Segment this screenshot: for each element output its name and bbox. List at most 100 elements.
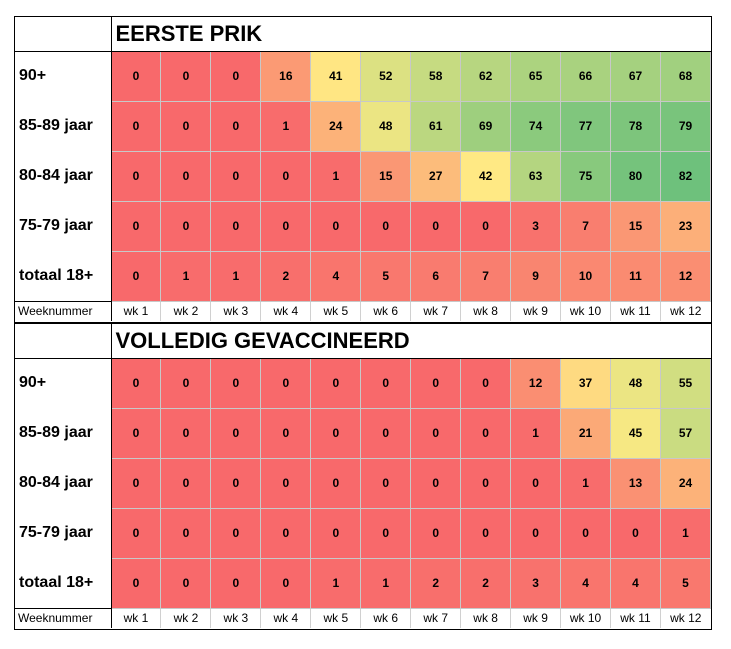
heatmap-cell: 37 xyxy=(560,357,612,409)
heatmap-cell: 12 xyxy=(659,250,712,302)
heatmap-cell: 0 xyxy=(360,407,412,459)
corner-cell xyxy=(15,324,112,359)
heatmap-cell: 0 xyxy=(260,150,312,202)
heatmap-cell: 1 xyxy=(360,557,412,609)
heatmap-cell: 1 xyxy=(160,250,212,302)
x-axis-label: Weeknummer xyxy=(15,300,112,321)
heatmap-cell: 23 xyxy=(659,200,712,252)
title-row: VOLLEDIG GEVACCINEERD xyxy=(15,324,711,359)
heatmap-cell: 0 xyxy=(310,357,362,409)
heatmap-volledig-gevaccineerd: VOLLEDIG GEVACCINEERD 90+ 0 0 0 0 0 0 0 0 12 37 48 55… xyxy=(14,323,712,630)
week-tick-label: wk 12 xyxy=(659,607,711,628)
chart-title: VOLLEDIG GEVACCINEERD xyxy=(111,324,711,359)
heatmap-row: 75-79 jaar 0 0 0 0 0 0 0 0 0 0 0 1 xyxy=(15,507,712,559)
title-row: EERSTE PRIK xyxy=(15,17,711,52)
heatmap-cell: 1 xyxy=(510,407,562,459)
heatmap-cell: 67 xyxy=(610,50,661,102)
heatmap-cell: 12 xyxy=(510,357,562,409)
heatmap-cell: 1 xyxy=(310,150,362,202)
heatmap-cell: 0 xyxy=(260,557,312,609)
heatmap-cell: 0 xyxy=(360,507,412,559)
heatmap-cell: 0 xyxy=(460,457,512,509)
heatmap-cell: 0 xyxy=(110,557,162,609)
chart-title: EERSTE PRIK xyxy=(111,17,711,52)
week-tick-label: wk 10 xyxy=(560,300,611,321)
heatmap-cell: 11 xyxy=(610,250,661,302)
heatmap-eerste-prik: EERSTE PRIK 90+ 0 0 0 16 41 52 58 62 65 66 67 68 85-89… xyxy=(14,16,712,323)
row-label: 80-84 jaar xyxy=(15,151,112,201)
heatmap-cell: 0 xyxy=(160,407,212,459)
heatmap-cell: 1 xyxy=(210,250,262,302)
heatmap-cell: 9 xyxy=(510,250,562,302)
heatmap-cell: 4 xyxy=(560,557,612,609)
heatmap-cell: 65 xyxy=(510,50,562,102)
heatmap-cell: 45 xyxy=(610,407,661,459)
heatmap-cell: 16 xyxy=(260,50,312,102)
heatmap-cell: 1 xyxy=(260,100,312,152)
heatmap-cell: 0 xyxy=(410,200,462,252)
heatmap-cell: 0 xyxy=(210,457,262,509)
corner-cell xyxy=(15,17,112,52)
heatmap-cell: 0 xyxy=(160,100,212,152)
week-tick-label: wk 2 xyxy=(160,607,211,628)
heatmap-cell: 15 xyxy=(610,200,661,252)
heatmap-cell: 0 xyxy=(110,200,162,252)
heatmap-cell: 1 xyxy=(560,457,612,509)
week-tick-label: wk 11 xyxy=(610,607,661,628)
heatmap-cell: 21 xyxy=(560,407,612,459)
heatmap-cell: 0 xyxy=(210,557,262,609)
heatmap-cell: 41 xyxy=(310,50,362,102)
heatmap-cell: 0 xyxy=(310,457,362,509)
heatmap-row: 80-84 jaar 0 0 0 0 0 0 0 0 0 1 13 24 xyxy=(15,457,712,509)
week-tick-label: wk 8 xyxy=(460,607,511,628)
week-tick-label: wk 9 xyxy=(510,300,561,321)
heatmap-cell: 77 xyxy=(560,100,612,152)
heatmap-cell: 66 xyxy=(560,50,612,102)
heatmap-cell: 4 xyxy=(610,557,661,609)
heatmap-cell: 0 xyxy=(210,50,262,102)
heatmap-cell: 0 xyxy=(460,357,512,409)
heatmap-cell: 0 xyxy=(210,507,262,559)
heatmap-cell: 2 xyxy=(260,250,312,302)
heatmap-table: VOLLEDIG GEVACCINEERD 90+ 0 0 0 0 0 0 0 0 12 37 48 55… xyxy=(15,324,712,628)
heatmap-cell: 0 xyxy=(210,357,262,409)
heatmap-cell: 0 xyxy=(410,357,462,409)
heatmap-cell: 0 xyxy=(510,457,562,509)
heatmap-cell: 0 xyxy=(410,407,462,459)
x-axis-label: Weeknummer xyxy=(15,607,112,628)
week-tick-label: wk 3 xyxy=(210,300,261,321)
heatmap-table: EERSTE PRIK 90+ 0 0 0 16 41 52 58 62 65 66 67 68 85-89… xyxy=(15,17,712,321)
heatmap-cell: 75 xyxy=(560,150,612,202)
heatmap-row: totaal 18+ 0 1 1 2 4 5 6 7 9 10 11 12 xyxy=(15,250,712,302)
heatmap-cell: 0 xyxy=(110,250,162,302)
heatmap-cell: 6 xyxy=(410,250,462,302)
heatmap-cell: 0 xyxy=(410,507,462,559)
row-label: totaal 18+ xyxy=(15,558,112,608)
heatmap-cell: 0 xyxy=(260,507,312,559)
heatmap-cell: 62 xyxy=(460,50,512,102)
heatmap-cell: 0 xyxy=(260,457,312,509)
row-label: 80-84 jaar xyxy=(15,458,112,508)
heatmap-cell: 63 xyxy=(510,150,562,202)
heatmap-cell: 0 xyxy=(110,100,162,152)
heatmap-cell: 2 xyxy=(460,557,512,609)
heatmap-cell: 55 xyxy=(659,357,712,409)
row-label: 75-79 jaar xyxy=(15,201,112,251)
heatmap-row: totaal 18+ 0 0 0 0 1 1 2 2 3 4 4 5 xyxy=(15,557,712,609)
heatmap-cell: 79 xyxy=(659,100,712,152)
heatmap-row: 80-84 jaar 0 0 0 0 1 15 27 42 63 75 80 82 xyxy=(15,150,712,202)
heatmap-cell: 0 xyxy=(210,407,262,459)
heatmap-cell: 0 xyxy=(160,457,212,509)
heatmap-cell: 0 xyxy=(410,457,462,509)
week-tick-label: wk 8 xyxy=(460,300,511,321)
heatmap-cell: 13 xyxy=(610,457,661,509)
heatmap-cell: 0 xyxy=(210,150,262,202)
week-tick-label: wk 12 xyxy=(659,300,711,321)
heatmap-cell: 74 xyxy=(510,100,562,152)
heatmap-cell: 80 xyxy=(610,150,661,202)
heatmap-cell: 0 xyxy=(160,50,212,102)
heatmap-row: 90+ 0 0 0 16 41 52 58 62 65 66 67 68 xyxy=(15,50,712,102)
week-tick-label: wk 5 xyxy=(310,607,361,628)
heatmap-cell: 3 xyxy=(510,200,562,252)
week-tick-label: wk 6 xyxy=(360,607,411,628)
